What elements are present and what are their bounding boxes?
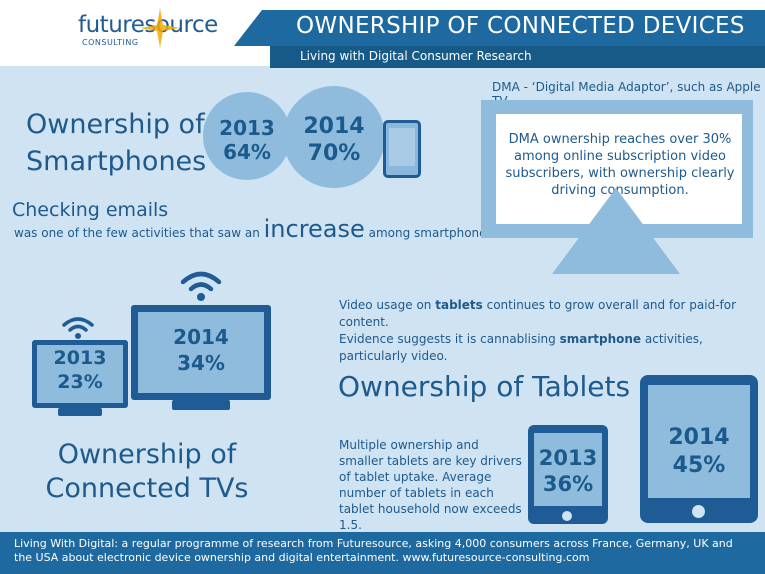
tablet-2013-year: 2013 [538, 446, 598, 470]
smartphones-title-line2: Smartphones [26, 146, 207, 177]
tablet-2014-icon [640, 375, 758, 523]
smartphone-2013-circle: 2013 64% [203, 92, 291, 180]
title-bar [234, 10, 765, 46]
emails-pre: was one of the few activities that saw a… [14, 226, 260, 240]
smartphone-2014-circle: 2014 70% [283, 86, 385, 188]
emails-increase: increase [263, 215, 365, 243]
wifi-icon [62, 317, 94, 339]
tablet-usage-line1: Video usage on tablets continues to grow… [339, 298, 737, 329]
emails-heading: Checking emails [12, 199, 169, 221]
tablets-title: Ownership of Tablets [338, 370, 631, 403]
tv-2013-value: 23% [57, 371, 103, 393]
tablet-2014-value: 45% [672, 453, 726, 478]
smartphone-2013-value: 64% [223, 140, 271, 164]
footer-body: a regular programme of research from Fut… [14, 537, 733, 564]
page-title: OWNERSHIP OF CONNECTED DEVICES [296, 13, 745, 39]
tv-2013-year: 2013 [53, 347, 107, 369]
tv-2013-label: 2013 23% [32, 346, 128, 394]
star-icon [140, 8, 180, 48]
tablet-usage-line2: Evidence suggests it is cannablising sma… [339, 332, 703, 363]
tvs-title-line2: Connected TVs [45, 473, 249, 504]
tablet-2013-icon [528, 425, 608, 524]
smartphone-2013-year: 2013 [219, 116, 275, 140]
dma-stand [552, 188, 680, 274]
footer [0, 532, 765, 574]
tv-2014-icon [131, 305, 271, 400]
tablet-usage-text: Video usage on tablets continues to grow… [339, 297, 759, 365]
smartphones-title: Ownership of Smartphones [26, 106, 206, 180]
smartphone-icon [383, 120, 421, 178]
tablets-description: Multiple ownership and smaller tablets a… [339, 438, 522, 532]
futuresource-logo: futuresource CONSULTING [78, 12, 218, 52]
smartphones-title-line1: Ownership of [26, 109, 205, 140]
tv-2014-value: 34% [177, 351, 225, 375]
tablet-2014-label: 2014 45% [640, 424, 758, 480]
footer-lead: Living With Digital: [14, 537, 119, 550]
wifi-icon [180, 271, 222, 301]
logo-sub: CONSULTING [82, 38, 139, 47]
smartphone-2014-year: 2014 [303, 114, 365, 139]
tablet-2013-value: 36% [542, 472, 594, 496]
logo-word: futuresource [78, 12, 218, 38]
tv-2014-year: 2014 [173, 325, 229, 349]
tv-2014-label: 2014 34% [131, 324, 271, 376]
smartphone-2014-value: 70% [307, 141, 361, 166]
tvs-title: Ownership of Connected TVs [42, 438, 252, 506]
tablet-2013-label: 2013 36% [528, 445, 608, 497]
subtitle-bar [270, 46, 765, 68]
page-subtitle: Living with Digital Consumer Research [300, 49, 532, 63]
tv-2013-stand [58, 408, 102, 416]
tvs-title-line1: Ownership of [57, 439, 237, 470]
tv-2014-stand [172, 400, 230, 410]
tablet-2014-year: 2014 [668, 425, 730, 450]
emails-line: was one of the few activities that saw a… [14, 215, 527, 243]
footer-text: Living With Digital: a regular programme… [14, 537, 754, 565]
tv-2013-icon [32, 340, 128, 408]
